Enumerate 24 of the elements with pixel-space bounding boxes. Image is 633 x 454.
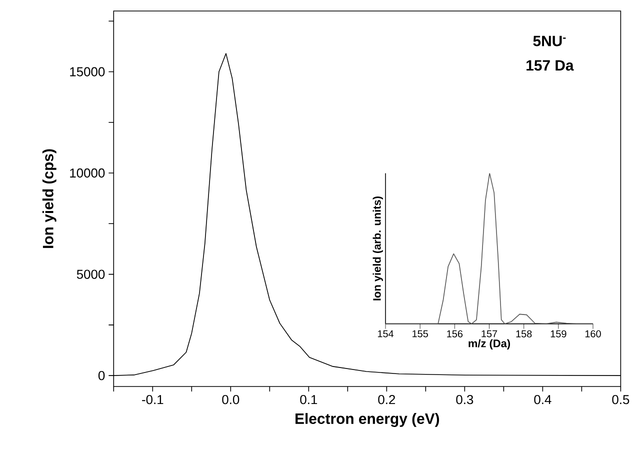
x-tick-label: 0.4 — [534, 395, 552, 404]
x-tick-label: 0.2 — [378, 395, 396, 404]
y-tick-label: 10000 — [70, 168, 105, 178]
y-axis-title: Ion yield (arb. units) — [372, 196, 383, 300]
annotation: 157 Da — [526, 60, 574, 71]
x-tick-label: 159 — [550, 330, 566, 338]
y-axis-title: Ion yield (cps) — [42, 149, 56, 248]
y-tick-label: 0 — [98, 371, 105, 380]
x-tick-label: 158 — [516, 330, 532, 338]
x-tick-label: 0.5 — [612, 395, 630, 404]
annotation: 5NU$^{-}$ — [533, 36, 566, 46]
x-axis-title: m/z (Da) — [468, 339, 510, 350]
x-tick-label: 157 — [482, 330, 498, 338]
y-tick-label: 15000 — [70, 67, 105, 76]
x-tick-label: 0.0 — [222, 395, 240, 404]
x-tick-label: 155 — [412, 330, 428, 338]
x-axis-title: Electron energy (eV) — [296, 413, 440, 428]
x-tick-label: 0.3 — [456, 395, 474, 404]
y-tick-label: 5000 — [76, 270, 105, 279]
x-tick-label: -0.1 — [142, 395, 164, 404]
x-tick-label: 154 — [378, 330, 394, 338]
x-tick-label: 160 — [585, 330, 601, 338]
x-tick-label: 0.1 — [300, 395, 318, 404]
x-tick-label: 156 — [447, 330, 463, 338]
